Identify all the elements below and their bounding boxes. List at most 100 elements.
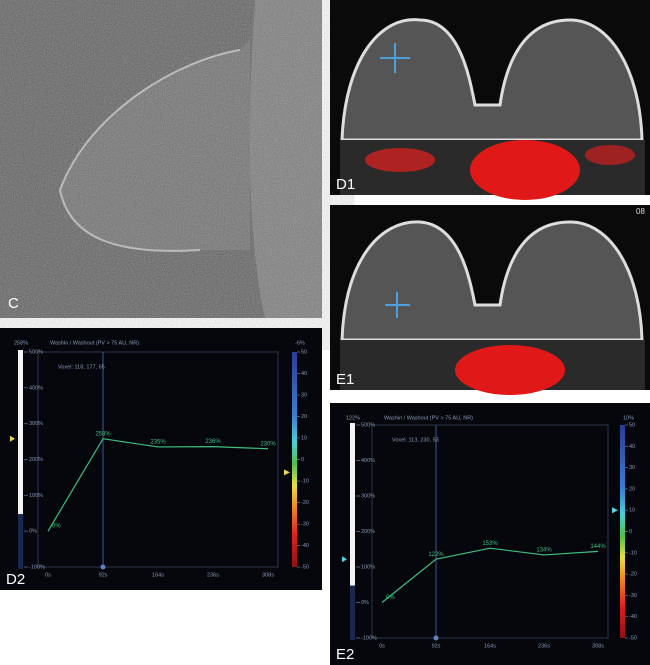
y2-tick-label: 40: [629, 444, 635, 450]
breasts: [340, 220, 644, 342]
voxel-label: Voxel: 118, 177, 65: [58, 364, 105, 370]
voxel-label: Voxel: 113, 230, 53: [392, 437, 439, 443]
panel-label: D2: [6, 571, 25, 588]
washin-label: 258%: [14, 340, 28, 346]
y-tick-label: 200%: [29, 457, 43, 463]
washin-bar-base: [350, 585, 355, 640]
washin-marker: [10, 435, 15, 442]
heart-map: [470, 140, 580, 200]
x-tick-label: 308s: [592, 643, 604, 649]
washout-label: -6%: [295, 340, 305, 346]
y2-tick-label: -10: [301, 478, 309, 484]
chart-background: [330, 403, 650, 665]
washin-bar: [350, 423, 355, 586]
panel-d1: D1: [330, 0, 650, 200]
y-tick-label: 100%: [29, 493, 43, 499]
y2-tick-label: 40: [301, 371, 307, 377]
time-handle: [100, 564, 106, 570]
x-tick-label: 92s: [432, 643, 441, 649]
x-tick-label: 164s: [484, 643, 496, 649]
y2-tick-label: 30: [301, 392, 307, 398]
washout-label: 10%: [623, 415, 634, 421]
value-label: 235%: [150, 440, 166, 446]
value-label: 144%: [590, 544, 606, 550]
x-tick-label: 236s: [207, 572, 219, 578]
washin-bar: [18, 350, 23, 515]
breasts: [340, 18, 644, 142]
y-tick-label: 300%: [29, 421, 43, 427]
y-tick-label: 200%: [361, 529, 375, 535]
y-tick-label: 400%: [29, 385, 43, 391]
x-tick-label: 0s: [45, 572, 51, 578]
y2-tick-label: 10: [629, 508, 635, 514]
x-tick-label: 92s: [99, 572, 108, 578]
value-label: 134%: [536, 548, 552, 554]
y2-tick-label: 50: [629, 422, 635, 428]
perfusion-map: [365, 148, 435, 172]
y2-tick-label: 20: [629, 486, 635, 492]
chart-title: Washin / Washout (PV > 75 AU, NR): [50, 340, 139, 346]
chart-panel: Washin / Washout (PV > 75 AU, NR) Voxel: …: [0, 328, 322, 590]
value-label: 153%: [482, 541, 498, 547]
panel-label: E2: [336, 646, 354, 663]
plot-frame: [37, 351, 279, 568]
x-tick-label: 308s: [262, 572, 274, 578]
chart-title: Washin / Washout (PV > 75 AU, NR): [384, 415, 473, 421]
y2-tick-label: -20: [629, 572, 637, 578]
y2-tick-label: -20: [301, 500, 309, 506]
time-handle: [433, 635, 439, 641]
plot-frame: [371, 424, 609, 639]
y2-tick-label: 30: [629, 465, 635, 471]
crosshair: [385, 292, 410, 318]
panel-e1: 08 E1: [330, 205, 650, 395]
y2-tick-label: 0: [629, 529, 632, 535]
crosshair: [380, 43, 410, 73]
y2-tick-label: -40: [301, 543, 309, 549]
y2-tick-label: -30: [301, 521, 309, 527]
y2-tick-label: -50: [629, 635, 637, 641]
value-label: 236%: [205, 439, 221, 445]
panel-label: D1: [336, 176, 355, 193]
y2-tick-label: -40: [629, 614, 637, 620]
panel-c: C: [0, 0, 322, 318]
x-tick-label: 164s: [152, 572, 164, 578]
y2-tick-label: -10: [629, 550, 637, 556]
y2-tick-label: 10: [301, 435, 307, 441]
y-tick-label: 500%: [29, 349, 43, 355]
image-stamp: 08: [636, 207, 645, 216]
y2-tick-label: 50: [301, 349, 307, 355]
value-label: 0%: [52, 524, 61, 530]
heart-map: [455, 345, 565, 395]
y-tick-label: 100%: [361, 564, 375, 570]
x-tick-label: 236s: [538, 643, 550, 649]
y2-tick-label: 0: [301, 457, 304, 463]
colorbar: [292, 352, 297, 567]
y-tick-label: -100%: [361, 635, 377, 641]
panel-label: C: [8, 295, 19, 312]
washout-marker: [612, 507, 618, 514]
colorbar: [620, 425, 625, 638]
value-label: 258%: [95, 431, 111, 437]
value-label: 230%: [260, 441, 276, 447]
y2-tick-label: -50: [301, 564, 309, 570]
y-tick-label: 500%: [361, 422, 375, 428]
y-tick-label: 0%: [361, 600, 369, 606]
chart-panel: Washin / Washout (PV > 75 AU, NR) Voxel: …: [330, 403, 650, 665]
y-tick-label: 0%: [29, 529, 37, 535]
image-noise: [0, 0, 322, 318]
x-tick-label: 0s: [379, 643, 385, 649]
washin-label: 122%: [346, 415, 360, 421]
y-tick-label: 400%: [361, 458, 375, 464]
perfusion-map: [585, 145, 635, 165]
series-line: [381, 547, 599, 603]
y2-tick-label: -30: [629, 593, 637, 599]
y-tick-label: -100%: [29, 564, 45, 570]
washout-marker: [284, 469, 290, 476]
chart-background: [0, 328, 322, 590]
value-label: 122%: [428, 552, 444, 558]
series-line: [47, 438, 269, 532]
panel-label: E1: [336, 371, 354, 388]
washin-bar-base: [18, 514, 23, 569]
y-tick-label: 300%: [361, 493, 375, 499]
